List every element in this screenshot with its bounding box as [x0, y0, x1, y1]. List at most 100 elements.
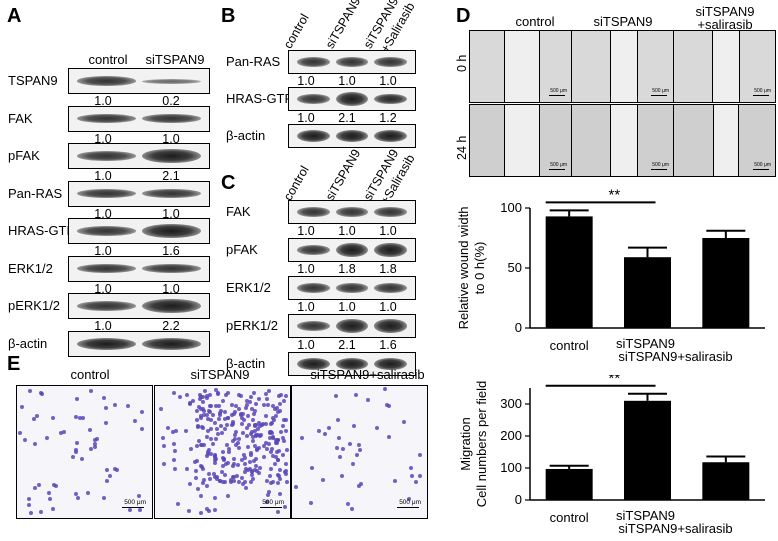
transwell-micrograph: 500 μm	[291, 385, 428, 519]
panel-d-row-24h: 24 h	[455, 135, 469, 160]
blot-strip	[68, 105, 210, 132]
blot-strip	[68, 143, 210, 169]
y-tick-label: 200	[500, 428, 522, 443]
blot-strip	[68, 330, 210, 357]
migrated-cell	[225, 461, 230, 466]
protein-band	[77, 337, 136, 350]
migrated-cell	[282, 417, 286, 422]
scale-bar	[753, 169, 769, 170]
migrated-cell	[206, 447, 211, 452]
panel-c-letter: C	[221, 172, 236, 194]
x-tick-label: siTSPAN9	[616, 508, 675, 523]
migrated-cell	[233, 404, 238, 409]
migrated-cell	[204, 394, 209, 399]
migrated-cell	[36, 483, 41, 488]
migrated-cell	[226, 447, 231, 452]
x-tick-label: siTSPAN9	[616, 336, 675, 351]
migrated-cell	[223, 426, 228, 431]
migrated-cell	[264, 397, 269, 402]
transwell-micrograph: 500 μm	[16, 385, 153, 519]
migrated-cell	[230, 474, 235, 479]
migrated-cell	[220, 469, 225, 474]
migrated-cell	[89, 447, 94, 452]
x-tick-label: control	[550, 338, 589, 353]
panel-d-col-salirasib-l1: siTSPAN9	[695, 4, 755, 19]
migrated-cell	[245, 402, 250, 407]
protein-band	[374, 130, 407, 142]
migrated-cell	[201, 442, 206, 447]
migrated-cell	[280, 436, 285, 441]
x-tick-label: control	[550, 510, 589, 525]
migrated-cell	[112, 402, 117, 407]
migrated-cell	[281, 438, 286, 443]
migrated-cell	[31, 416, 36, 421]
migrated-cell	[207, 476, 212, 481]
migrated-cell	[386, 434, 391, 439]
migrated-cell	[229, 412, 234, 417]
migrated-cell	[208, 392, 213, 397]
migrated-cell	[193, 476, 198, 481]
scale-bar-label: 500 μm	[262, 499, 284, 506]
quant-value: 1.0	[297, 262, 315, 276]
migrated-cell	[81, 415, 86, 420]
panel-c-column-header: siTSPAN9	[322, 146, 364, 203]
migrated-cell	[187, 509, 192, 514]
panel-a-letter: A	[7, 5, 22, 27]
migrated-cell	[204, 483, 209, 488]
protein-band	[374, 358, 407, 370]
blot-row-label: β-actin	[8, 335, 48, 351]
protein-band	[297, 321, 330, 331]
migrated-cell	[217, 413, 222, 418]
migrated-cell	[214, 474, 219, 479]
migrated-cell	[235, 473, 240, 478]
migrated-cell	[162, 444, 167, 448]
migrated-cell	[205, 453, 210, 458]
wound-micrograph: 500 μm	[571, 104, 674, 177]
migrated-cell	[171, 391, 176, 395]
blot-row-label: FAK	[226, 204, 251, 219]
migrated-cell	[418, 473, 423, 478]
migrated-cell	[75, 397, 80, 402]
panel-e-letter: E	[7, 353, 21, 375]
migrated-cell	[127, 508, 132, 512]
migrated-cell	[224, 423, 229, 428]
quant-value: 2.2	[162, 319, 180, 333]
migrated-cell	[266, 402, 271, 407]
migrated-cell	[92, 445, 97, 450]
wound-scratch	[503, 105, 540, 176]
migrated-cell	[245, 433, 250, 438]
migrated-cell	[88, 389, 93, 394]
migrated-cell	[247, 423, 251, 428]
blot-strip	[68, 218, 210, 244]
migrated-cell	[178, 394, 183, 399]
migrated-cell	[202, 408, 207, 413]
migrated-cell	[184, 392, 189, 397]
migrated-cell	[219, 424, 224, 429]
migrated-cell	[284, 394, 289, 399]
blot-row-label: HRAS-GTP	[8, 223, 76, 238]
migrated-cell	[284, 447, 289, 452]
migrated-cell	[217, 404, 221, 409]
protein-band	[297, 245, 330, 255]
y-axis-label: to 0 h(%)	[472, 242, 487, 295]
protein-band	[297, 57, 330, 67]
y-tick-label: 0	[515, 320, 522, 335]
protein-band	[142, 224, 201, 238]
migrated-cell	[284, 472, 289, 476]
protein-band	[142, 188, 201, 199]
panel-b-letter: B	[221, 5, 236, 27]
migrated-cell	[283, 461, 288, 466]
migrated-cell	[336, 418, 341, 423]
quant-value: 1.0	[379, 224, 397, 238]
y-axis-label: Cell numbers per field	[474, 381, 489, 507]
migrated-cell	[198, 395, 203, 400]
protein-band	[77, 301, 136, 311]
migrated-cell	[282, 505, 287, 510]
panel-a-col-control: control	[88, 52, 128, 67]
migrated-cell	[220, 479, 225, 484]
migrated-cell	[213, 495, 218, 500]
migrated-cell	[249, 470, 254, 475]
migrated-cell	[208, 410, 213, 415]
blot-strip	[288, 124, 416, 148]
migrated-cell	[275, 473, 280, 478]
